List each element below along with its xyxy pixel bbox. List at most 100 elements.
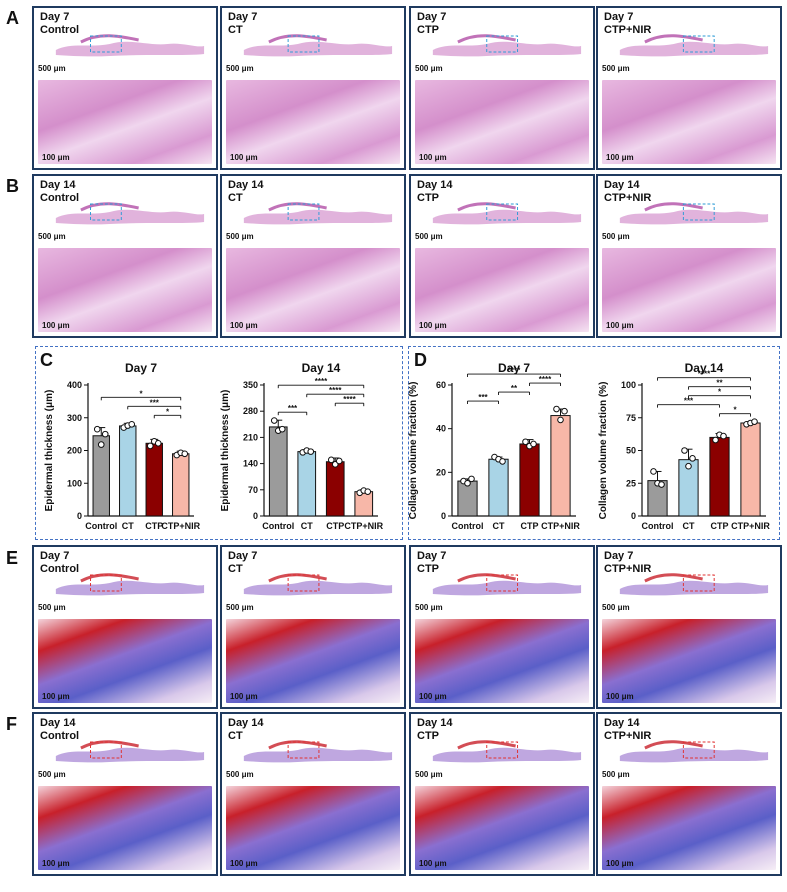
significance-label: **: [716, 379, 723, 388]
magnified-section-image: [38, 786, 212, 870]
scale-bar-500: 500 μm: [38, 232, 66, 241]
scale-bar-500: 500 μm: [415, 64, 443, 73]
magnified-section-image: [415, 786, 589, 870]
y-tick-label: 100: [67, 478, 82, 488]
tile-day-label: Day 7: [40, 550, 70, 562]
bar-ctp-nir: [550, 415, 571, 517]
he-tile: Day 14 CTP 500 μm 100 μm: [409, 174, 595, 338]
bar-ctp-nir: [740, 422, 761, 517]
scale-bar-100: 100 μm: [230, 859, 258, 868]
magnified-section-image: [226, 786, 400, 870]
y-tick-label: 100: [621, 380, 636, 390]
tile-day-label: Day 14: [228, 717, 264, 729]
overview-section-image: [616, 728, 770, 770]
chart-title: Day 14: [685, 361, 724, 375]
y-axis-label: Epidermal thickness (μm): [44, 390, 55, 512]
he-tile: Day 7 CT 500 μm 100 μm: [220, 6, 406, 170]
data-point: [522, 438, 529, 446]
data-point: [530, 440, 537, 448]
significance-label: **: [511, 384, 518, 393]
y-tick-label: 0: [631, 511, 636, 521]
panel-label-b: B: [6, 176, 19, 196]
tile-day-label: Day 14: [417, 179, 453, 191]
overview-section-image: [52, 22, 206, 64]
scale-bar-100: 100 μm: [606, 153, 634, 162]
y-tick-label: 200: [67, 446, 82, 456]
x-tick-label: CT: [122, 521, 134, 531]
scale-bar-500: 500 μm: [226, 232, 254, 241]
panel-c-frame: [35, 346, 403, 540]
y-tick-label: 280: [243, 406, 258, 416]
x-tick-label: CTP: [521, 521, 539, 531]
data-point: [270, 417, 278, 424]
scale-bar-500: 500 μm: [226, 770, 254, 779]
magnified-section-image: [602, 786, 776, 870]
bar-ct: [119, 425, 137, 517]
x-tick-label: CTP: [711, 521, 729, 531]
he-tile: Day 7 CTP+NIR 500 μm 100 μm: [596, 6, 782, 170]
data-point: [553, 405, 560, 413]
tile-day-label: Day 7: [417, 11, 447, 23]
tile-group-label: CT: [228, 730, 243, 742]
masson-tile: Day 14 CTP+NIR 500 μm 100 μm: [596, 712, 782, 876]
masson-tile: Day 14 CT 500 μm 100 μm: [220, 712, 406, 876]
data-point: [720, 432, 727, 440]
significance-label: *: [166, 407, 170, 416]
bar-ctp-nir: [172, 453, 190, 517]
chart-title: Day 7: [125, 361, 157, 375]
significance-label: *: [139, 389, 143, 398]
y-axis-label: Collagen volume fraction (%): [598, 382, 609, 520]
scale-bar-100: 100 μm: [606, 321, 634, 330]
x-tick-label: CTP+NIR: [344, 521, 383, 531]
magnified-section-image: [602, 619, 776, 703]
tile-day-label: Day 14: [228, 179, 264, 191]
y-tick-label: 300: [67, 413, 82, 423]
overview-section-image: [240, 728, 394, 770]
data-point: [307, 448, 315, 455]
significance-label: *: [733, 406, 737, 415]
panel-label-c: C: [40, 350, 53, 370]
panel-d-frame: [408, 346, 780, 540]
significance-label: ***: [478, 393, 488, 402]
masson-tile: Day 7 CTP+NIR 500 μm 100 μm: [596, 545, 782, 709]
significance-label: ***: [150, 398, 160, 407]
overview-section-image: [616, 22, 770, 64]
y-tick-label: 350: [243, 380, 258, 390]
scale-bar-100: 100 μm: [419, 321, 447, 330]
magnified-section-image: [226, 619, 400, 703]
data-point: [146, 442, 154, 450]
overview-section-image: [52, 561, 206, 603]
significance-label: *: [718, 388, 722, 397]
overview-section-image: [240, 22, 394, 64]
data-point: [278, 425, 286, 433]
magnified-section-image: [602, 248, 776, 332]
panel-label-a: A: [6, 8, 19, 28]
tile-day-label: Day 7: [228, 550, 258, 562]
data-point: [681, 447, 688, 454]
x-tick-label: CTP+NIR: [161, 521, 200, 531]
he-tile: Day 14 CT 500 μm 100 μm: [220, 174, 406, 338]
scale-bar-100: 100 μm: [42, 859, 70, 868]
bar-ct: [297, 451, 317, 517]
y-tick-label: 50: [626, 446, 636, 456]
scale-bar-100: 100 μm: [42, 153, 70, 162]
masson-tile: Day 7 CTP 500 μm 100 μm: [409, 545, 595, 709]
magnified-section-image: [226, 80, 400, 164]
scale-bar-500: 500 μm: [38, 603, 66, 612]
panel-label-e: E: [6, 548, 19, 568]
he-tile: Day 7 Control 500 μm 100 μm: [32, 6, 218, 170]
scale-bar-500: 500 μm: [226, 603, 254, 612]
y-tick-label: 0: [253, 511, 258, 521]
tile-group-label: CT: [228, 24, 243, 36]
overview-section-image: [616, 190, 770, 232]
data-point: [464, 479, 471, 487]
x-tick-label: CTP+NIR: [731, 521, 770, 531]
data-point: [181, 450, 189, 458]
data-point: [689, 455, 696, 462]
magnified-section-image: [415, 619, 589, 703]
scale-bar-100: 100 μm: [606, 859, 634, 868]
y-tick-label: 25: [626, 478, 636, 488]
bar-ctp: [709, 436, 730, 517]
scale-bar-500: 500 μm: [602, 232, 630, 241]
overview-section-image: [616, 561, 770, 603]
